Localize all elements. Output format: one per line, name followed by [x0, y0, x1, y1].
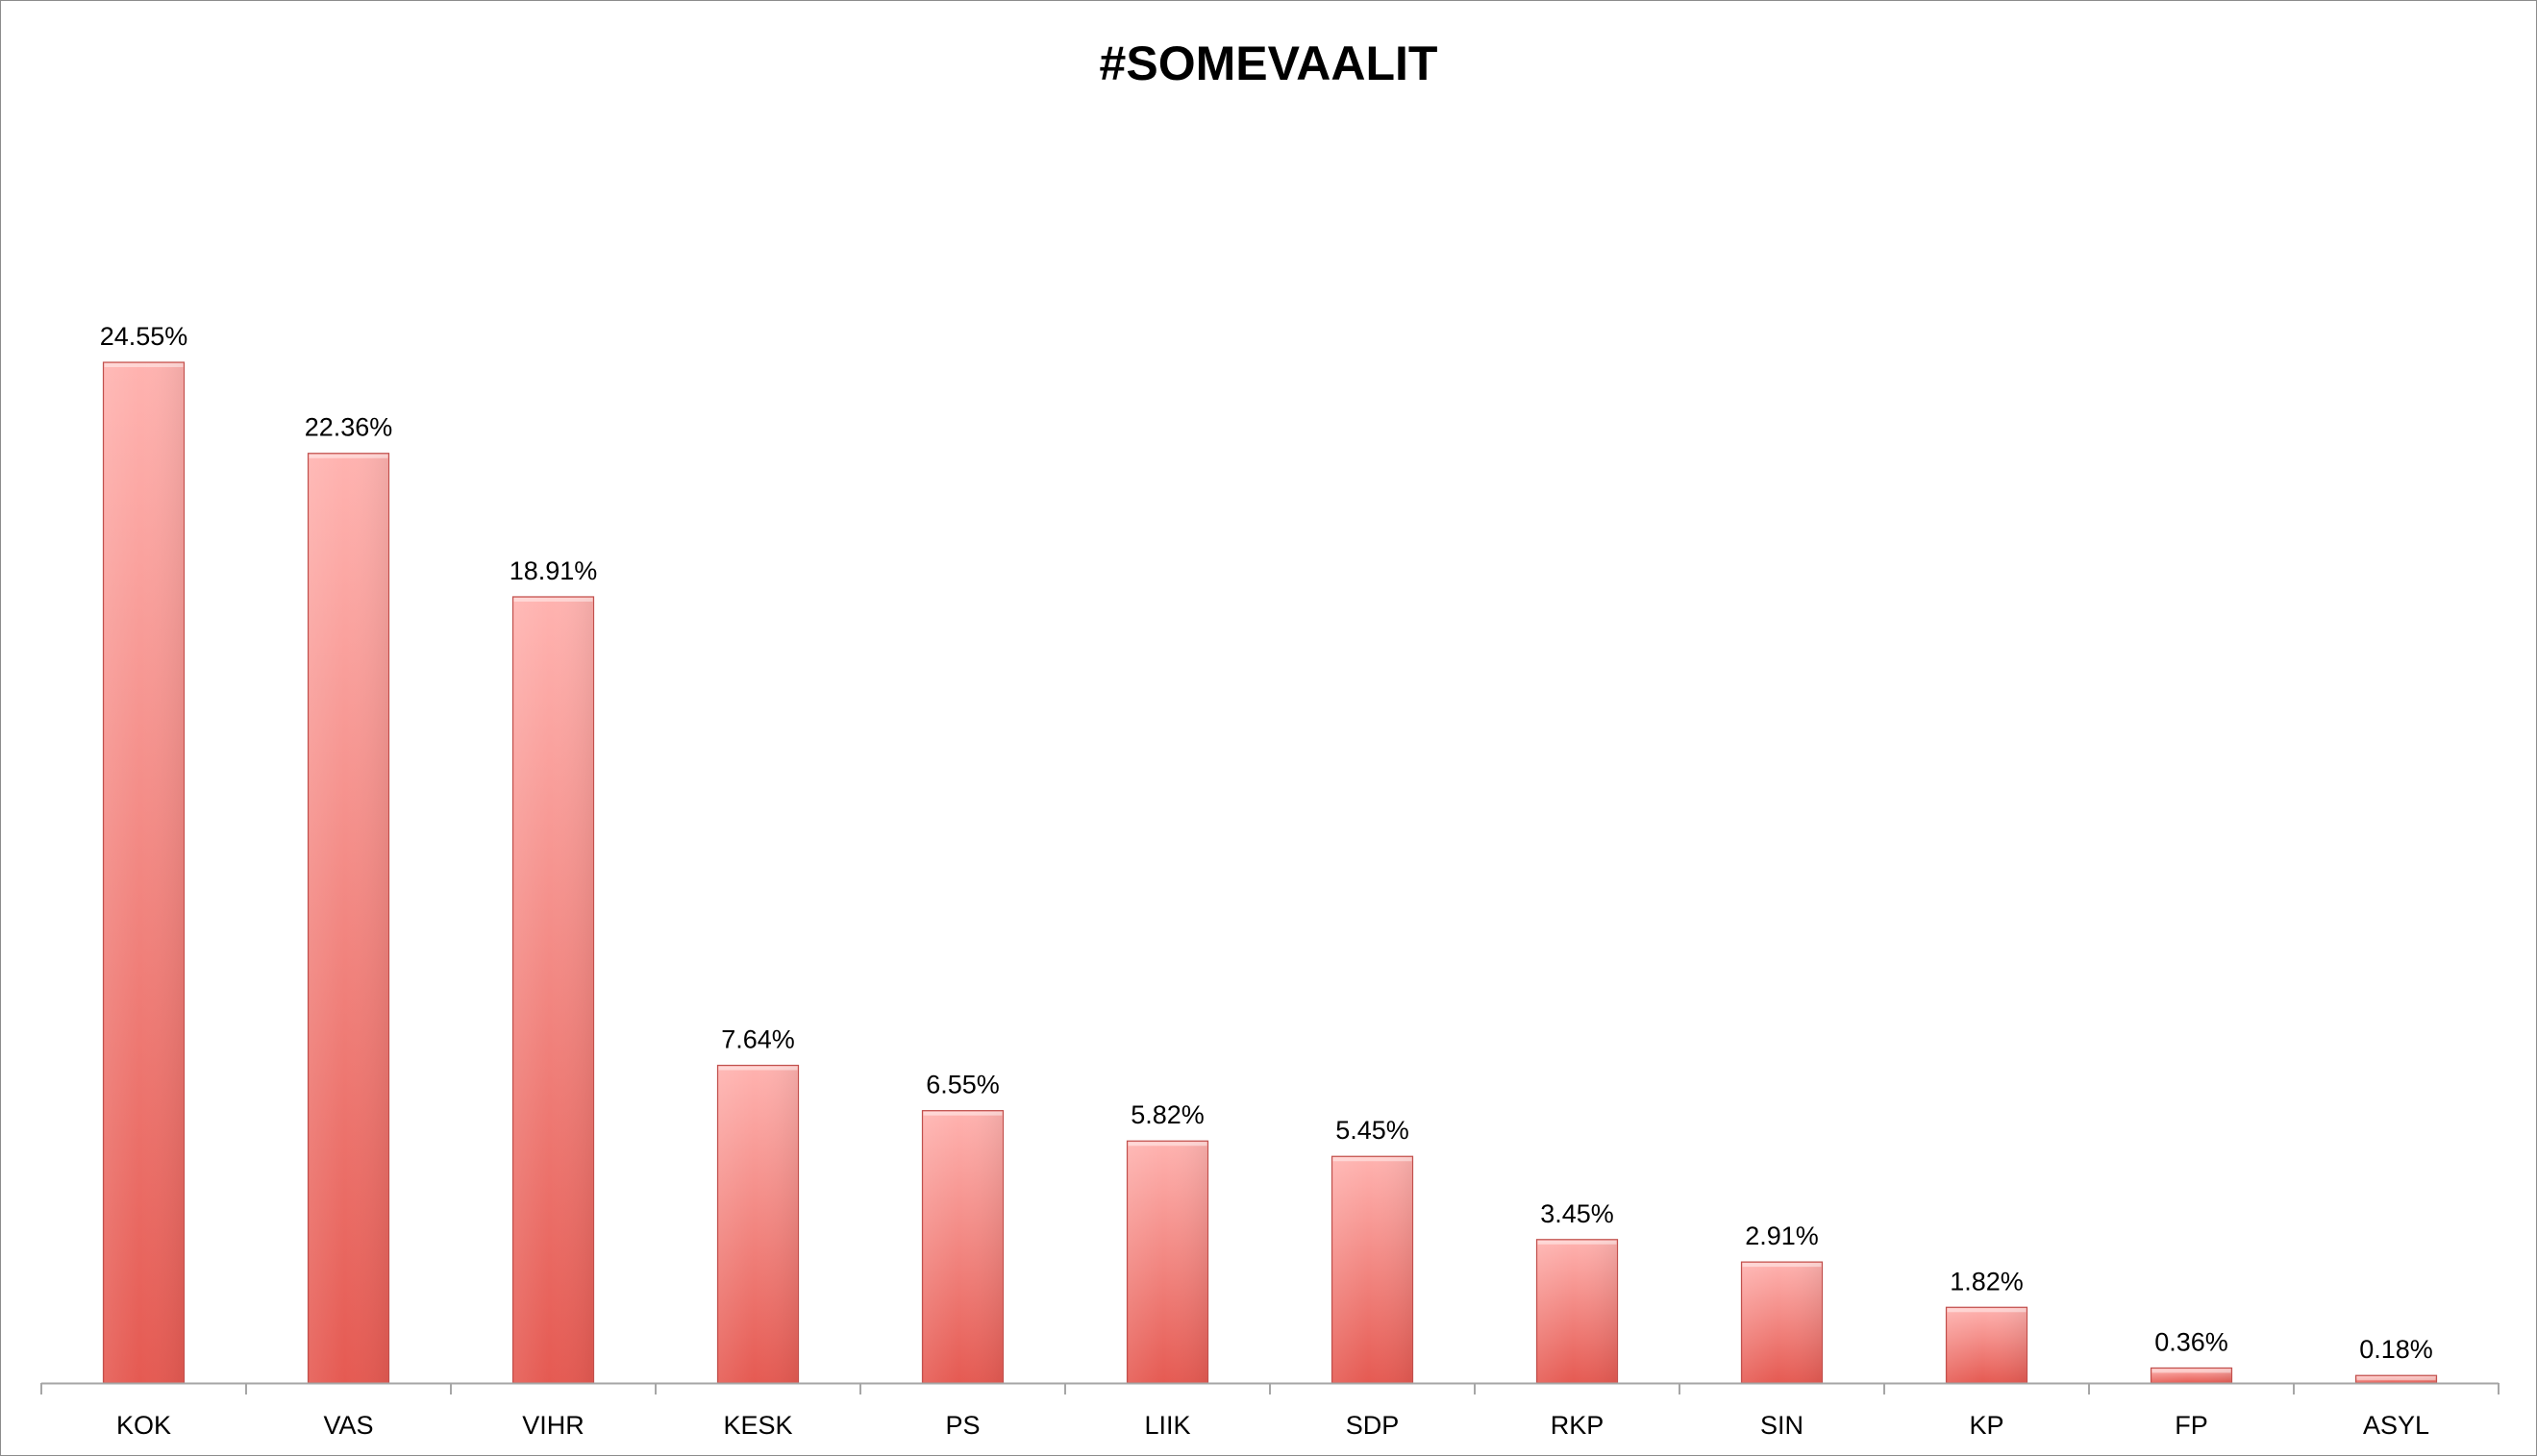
data-label: 5.82%: [1131, 1100, 1205, 1129]
bar-shine: [923, 1111, 1003, 1382]
x-axis: [40, 1382, 2500, 1394]
x-tick-label: SDP: [1346, 1411, 1400, 1440]
data-label: 22.36%: [305, 413, 393, 442]
x-tick-label: VIHR: [522, 1411, 585, 1440]
bar-asyl: [2354, 1374, 2438, 1384]
data-label: 0.18%: [2359, 1335, 2433, 1364]
data-label: 1.82%: [1950, 1267, 2024, 1296]
data-label: 6.55%: [926, 1071, 1000, 1099]
bar-shine: [1128, 1142, 1207, 1382]
bar-cap: [923, 1111, 1003, 1116]
bar-cap: [2356, 1376, 2436, 1381]
bar-cap: [1742, 1263, 1822, 1268]
x-tick-label: KOK: [116, 1411, 171, 1440]
x-tick-label: KP: [1969, 1411, 2003, 1440]
bar-kesk: [716, 1064, 800, 1384]
x-tick-label: SIN: [1760, 1411, 1803, 1440]
bars-layer: [102, 361, 2438, 1384]
bar-shine: [718, 1066, 798, 1382]
bar-sin: [1740, 1261, 1824, 1384]
bar-shine: [309, 454, 388, 1382]
bar-vihr: [511, 596, 595, 1384]
bar-cap: [1128, 1142, 1207, 1147]
bar-cap: [513, 597, 593, 602]
data-label: 18.91%: [510, 556, 598, 585]
data-label: 0.36%: [2154, 1327, 2228, 1356]
bar-shine: [513, 597, 593, 1382]
bar-shine: [1742, 1263, 1822, 1382]
bar-rkp: [1535, 1239, 1619, 1384]
x-tick-label: ASYL: [2363, 1411, 2429, 1440]
data-label: 5.45%: [1335, 1116, 1409, 1145]
data-label: 2.91%: [1745, 1222, 1819, 1250]
x-tick-label: LIIK: [1144, 1411, 1190, 1440]
data-label: 3.45%: [1540, 1199, 1614, 1228]
bar-shine: [2356, 1376, 2436, 1382]
bar-cap: [718, 1066, 798, 1071]
bar-shine: [104, 363, 184, 1382]
x-tick-label: VAS: [323, 1411, 373, 1440]
bar-cap: [1537, 1240, 1617, 1245]
bar-kok: [102, 361, 186, 1384]
bar-cap: [309, 454, 388, 458]
bar-cap: [1947, 1308, 2027, 1313]
bar-liik: [1126, 1140, 1209, 1384]
bar-vas: [307, 453, 390, 1384]
data-label: 24.55%: [100, 322, 188, 351]
bar-cap: [2151, 1369, 2231, 1373]
x-tick-label: KESK: [723, 1411, 792, 1440]
data-label: 7.64%: [721, 1025, 795, 1054]
bar-cap: [1332, 1157, 1412, 1162]
bar-fp: [2150, 1367, 2233, 1384]
bar-kp: [1945, 1306, 2028, 1384]
bar-shine: [1537, 1240, 1617, 1382]
x-tick-label: RKP: [1551, 1411, 1604, 1440]
x-tick-label: PS: [945, 1411, 980, 1440]
chart-title: #SOMEVAALIT: [1099, 37, 1438, 90]
bar-ps: [921, 1110, 1005, 1384]
bar-shine: [1947, 1308, 2027, 1382]
x-tick-label: FP: [2175, 1411, 2208, 1440]
bar-shine: [2151, 1369, 2231, 1382]
bar-sdp: [1331, 1155, 1414, 1384]
labels-layer: 24.55% KOK 22.36% VAS 18.91% VIHR 7.64% KESK 6.5…: [100, 322, 2433, 1440]
bar-cap: [104, 363, 184, 367]
bar-shine: [1332, 1157, 1412, 1382]
